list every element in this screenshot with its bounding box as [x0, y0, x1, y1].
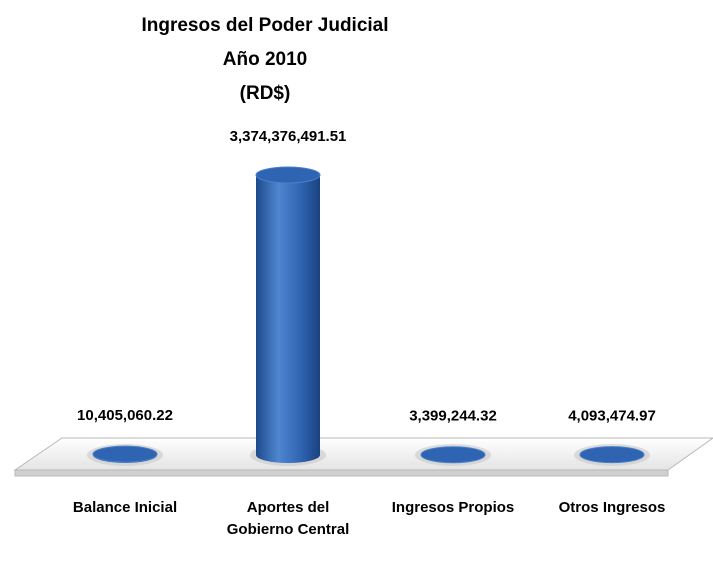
x-tick-label: Otros Ingresos [558, 499, 666, 516]
x-tick-label: Aportes del Gobierno Central [226, 499, 350, 538]
bar [574, 444, 650, 466]
bar-top [420, 446, 486, 464]
bar [250, 166, 326, 466]
bar-top [92, 445, 158, 463]
bar-top [579, 446, 645, 464]
chart-title: Ingresos del Poder Judicial [141, 15, 388, 36]
value-label: 3,399,244.32 [409, 408, 497, 425]
chart-title: (RD$) [240, 83, 291, 104]
value-label: 3,374,376,491.51 [230, 128, 347, 145]
floor-edge [14, 469, 669, 477]
bar-top [255, 166, 321, 184]
bar [87, 444, 163, 466]
bar-body [256, 175, 320, 455]
value-label: 10,405,060.22 [77, 407, 173, 424]
value-label: 4,093,474.97 [568, 408, 656, 425]
bar-base [256, 447, 320, 463]
chart-title: Año 2010 [223, 49, 307, 70]
bar [415, 444, 491, 466]
x-tick-label: Balance Inicial [72, 499, 178, 516]
x-tick-label: Ingresos Propios [391, 499, 515, 516]
